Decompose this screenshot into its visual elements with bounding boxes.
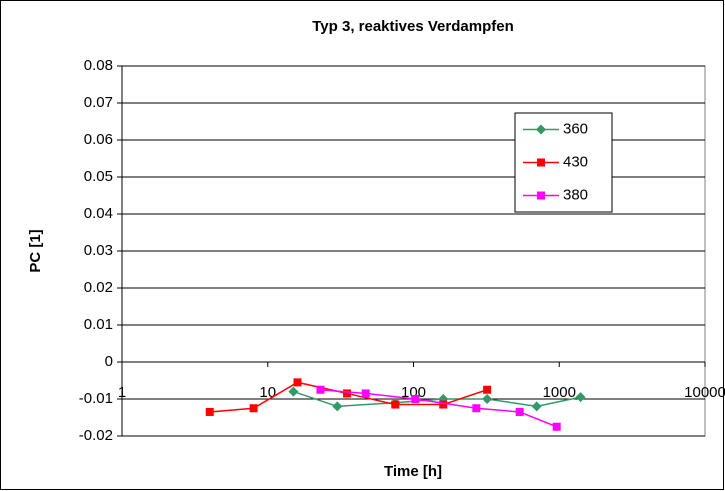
marker: [332, 401, 343, 412]
y-tick-label: 0.08: [84, 57, 113, 74]
y-tick-label: 0.01: [84, 316, 113, 333]
legend-label: 430: [563, 153, 588, 170]
marker: [205, 407, 214, 416]
y-axis-label: PC [1]: [27, 229, 44, 272]
marker: [515, 407, 524, 416]
x-axis-label: Time [h]: [384, 463, 442, 480]
data-line: [320, 389, 557, 428]
y-tick-label: 0.03: [84, 242, 113, 259]
marker: [536, 124, 546, 135]
marker: [411, 395, 420, 403]
marker: [361, 389, 370, 398]
x-tick-label: 10: [259, 384, 276, 401]
y-tick-label: 0.05: [84, 168, 113, 185]
marker: [575, 392, 586, 403]
y-tick-label: 0.02: [84, 279, 113, 296]
marker: [293, 378, 302, 387]
y-tick-label: 0.07: [84, 94, 113, 111]
marker: [537, 158, 545, 167]
x-tick-label: 1: [118, 384, 126, 401]
marker: [439, 400, 448, 409]
marker: [472, 404, 481, 413]
x-tick-label: 100: [401, 384, 426, 401]
x-tick-label: 1000: [543, 384, 576, 401]
marker: [537, 191, 545, 200]
x-tick-label: 10000: [684, 384, 725, 401]
marker: [343, 389, 352, 398]
marker: [552, 422, 561, 431]
marker: [249, 404, 258, 413]
y-tick-label: -0.02: [79, 427, 113, 444]
y-tick-label: -0.01: [79, 390, 113, 407]
marker: [482, 394, 493, 404]
legend-label: 380: [563, 186, 588, 203]
y-tick-label: 0.04: [84, 205, 113, 222]
marker: [288, 386, 299, 397]
marker: [531, 401, 542, 412]
chart-title: Typ 3, reaktives Verdampfen: [312, 18, 513, 35]
y-tick-label: 0: [105, 353, 113, 370]
marker: [483, 385, 492, 394]
marker: [391, 400, 400, 409]
y-tick-label: 0.06: [84, 131, 113, 148]
marker: [316, 385, 325, 394]
legend-label: 360: [563, 120, 588, 137]
